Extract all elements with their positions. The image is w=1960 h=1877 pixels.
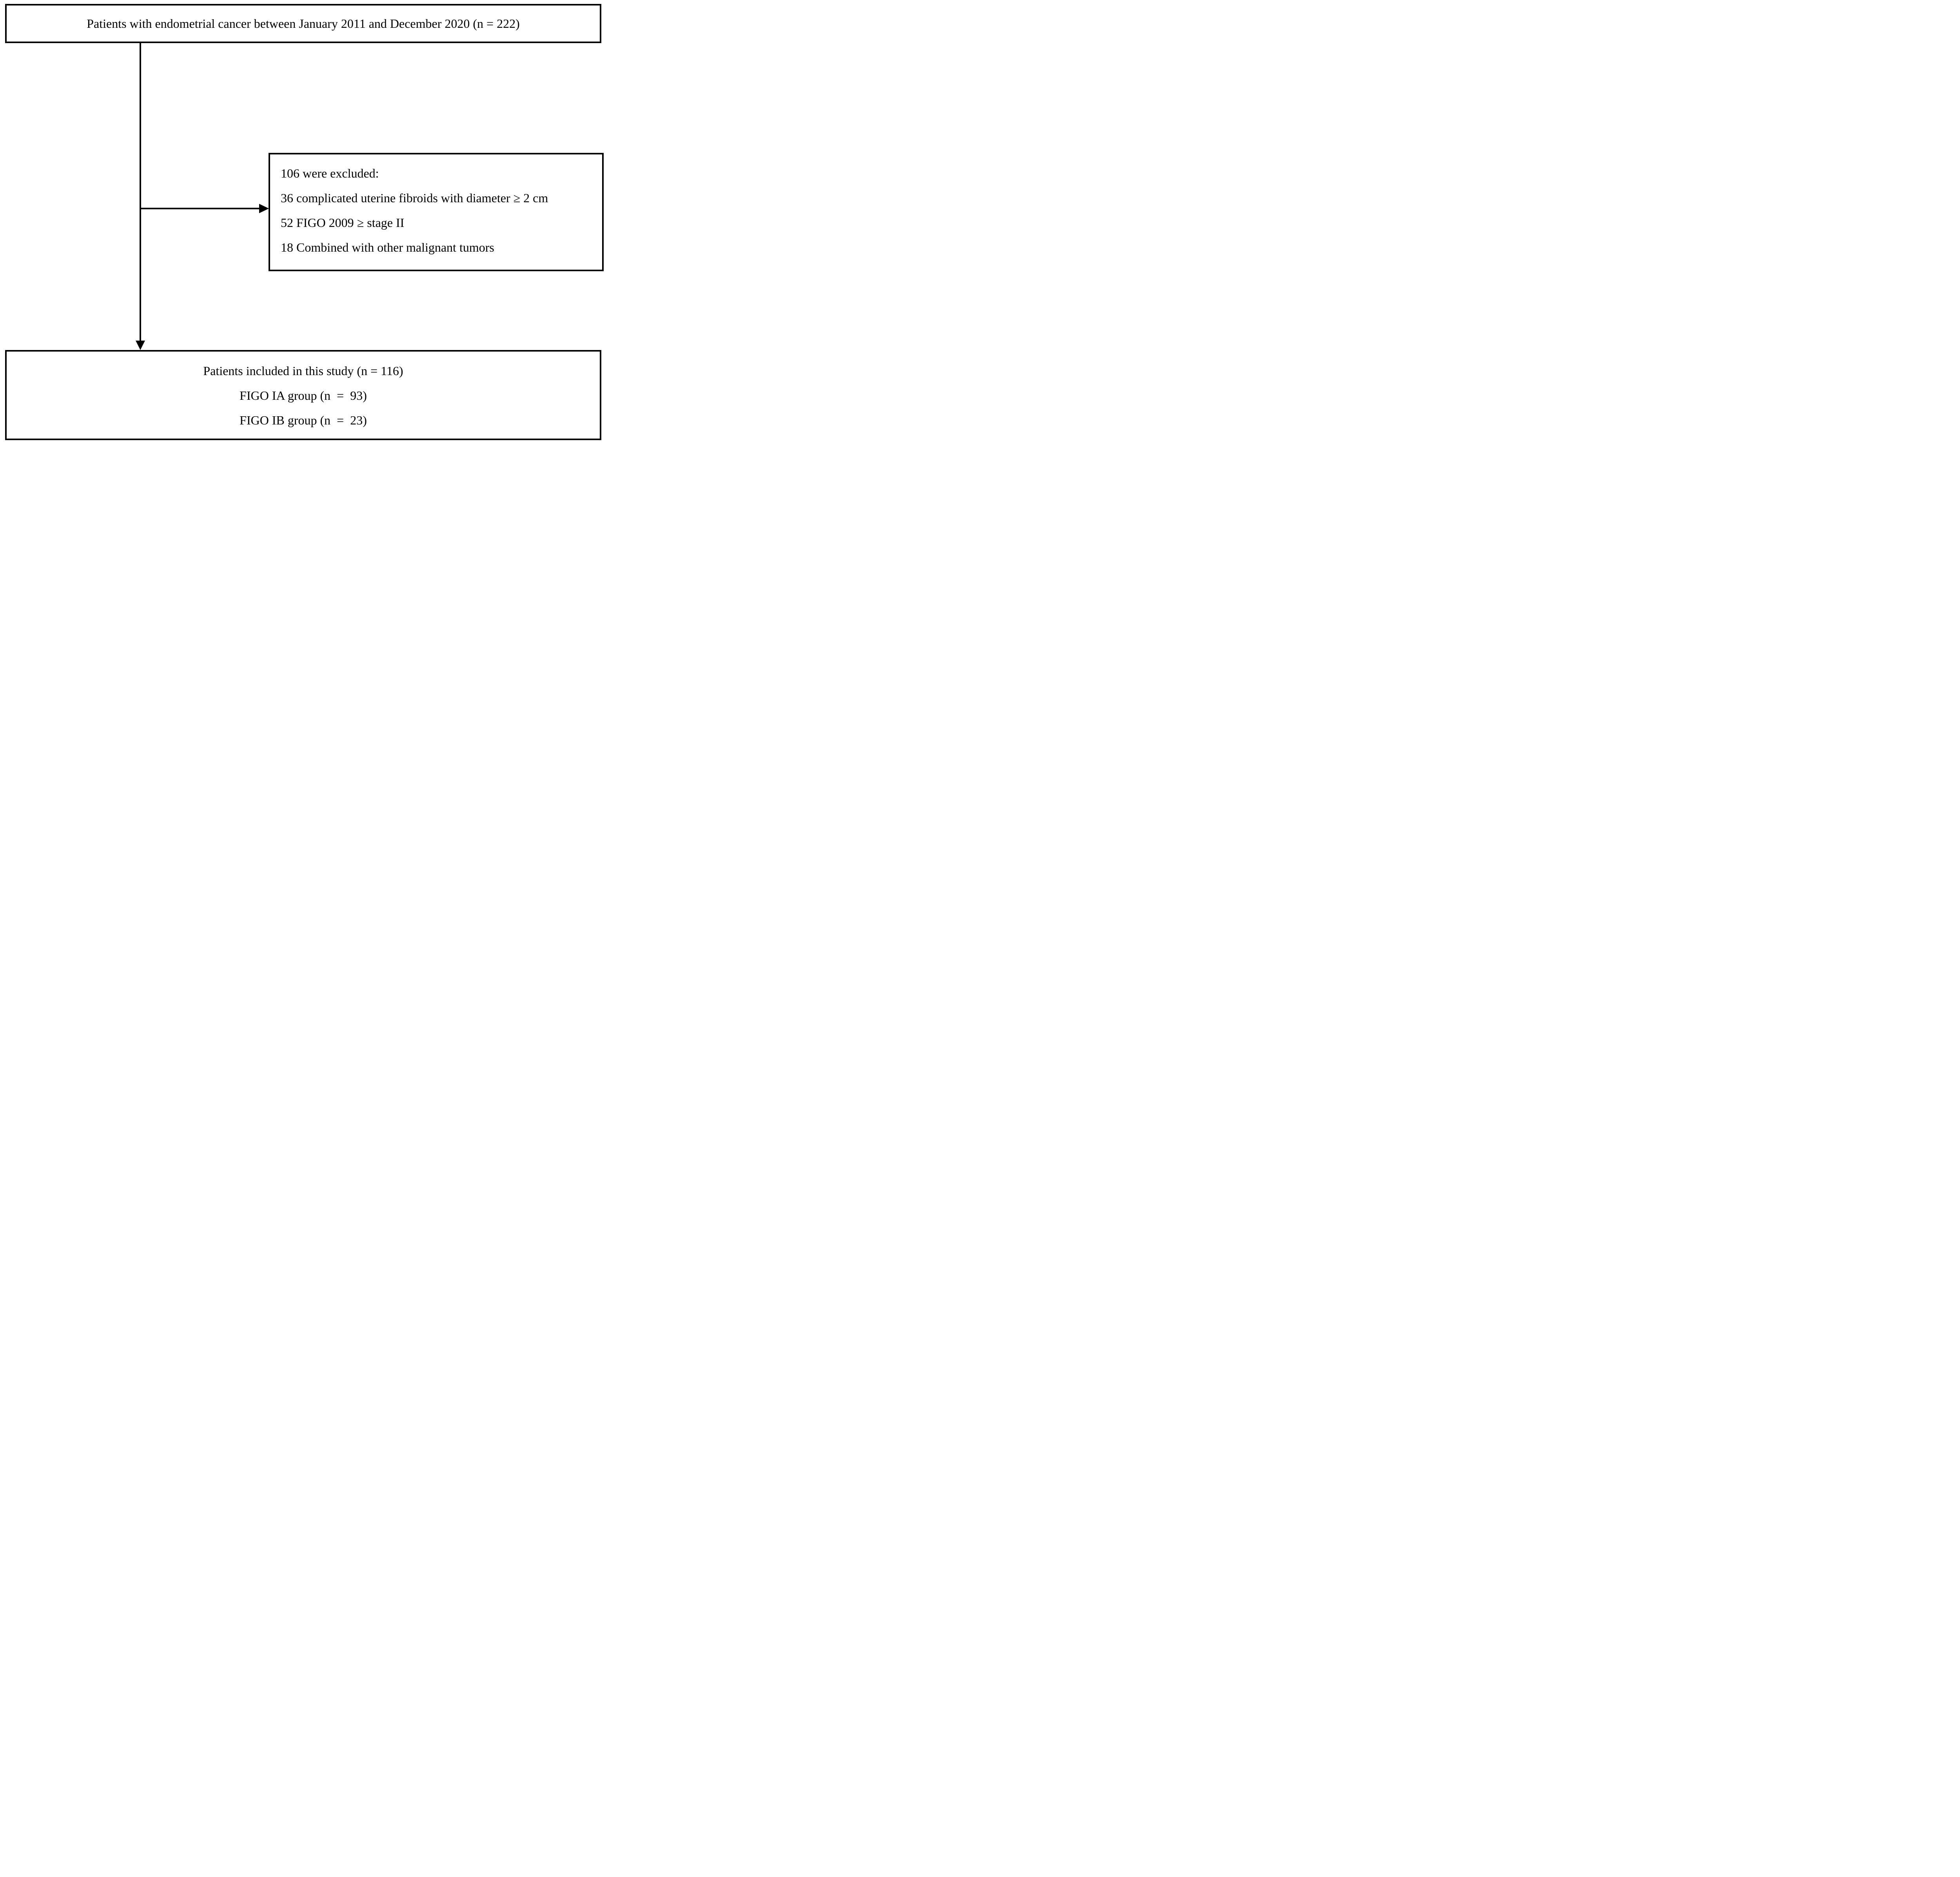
arrow-down-line <box>140 43 141 342</box>
figo-ia-group-text: FIGO IA group (n = 93) <box>240 388 367 403</box>
included-patients-box: Patients included in this study (n = 116… <box>5 350 601 440</box>
arrow-right-head-icon <box>259 204 269 213</box>
top-box-initial-cohort: Patients with endometrial cancer between… <box>5 4 601 43</box>
figo-ib-group-text: FIGO IB group (n = 23) <box>240 413 367 427</box>
included-patients-text: Patients included in this study (n = 116… <box>203 364 403 378</box>
exclusion-box: 106 were excluded: 36 complicated uterin… <box>269 153 604 271</box>
patient-flow-diagram: Patients with endometrial cancer between… <box>0 0 606 444</box>
exclusion-reason-fibroids: 36 complicated uterine fibroids with dia… <box>281 191 548 205</box>
exclusion-reason-figo-stage: 52 FIGO 2009 ≥ stage II <box>281 216 405 230</box>
exclusion-box-heading: 106 were excluded: <box>281 166 379 180</box>
arrow-right-line <box>140 208 259 209</box>
exclusion-reason-other-tumors: 18 Combined with other malignant tumors <box>281 240 494 254</box>
arrow-down-head-icon <box>136 341 145 350</box>
top-box-text: Patients with endometrial cancer between… <box>87 16 520 31</box>
